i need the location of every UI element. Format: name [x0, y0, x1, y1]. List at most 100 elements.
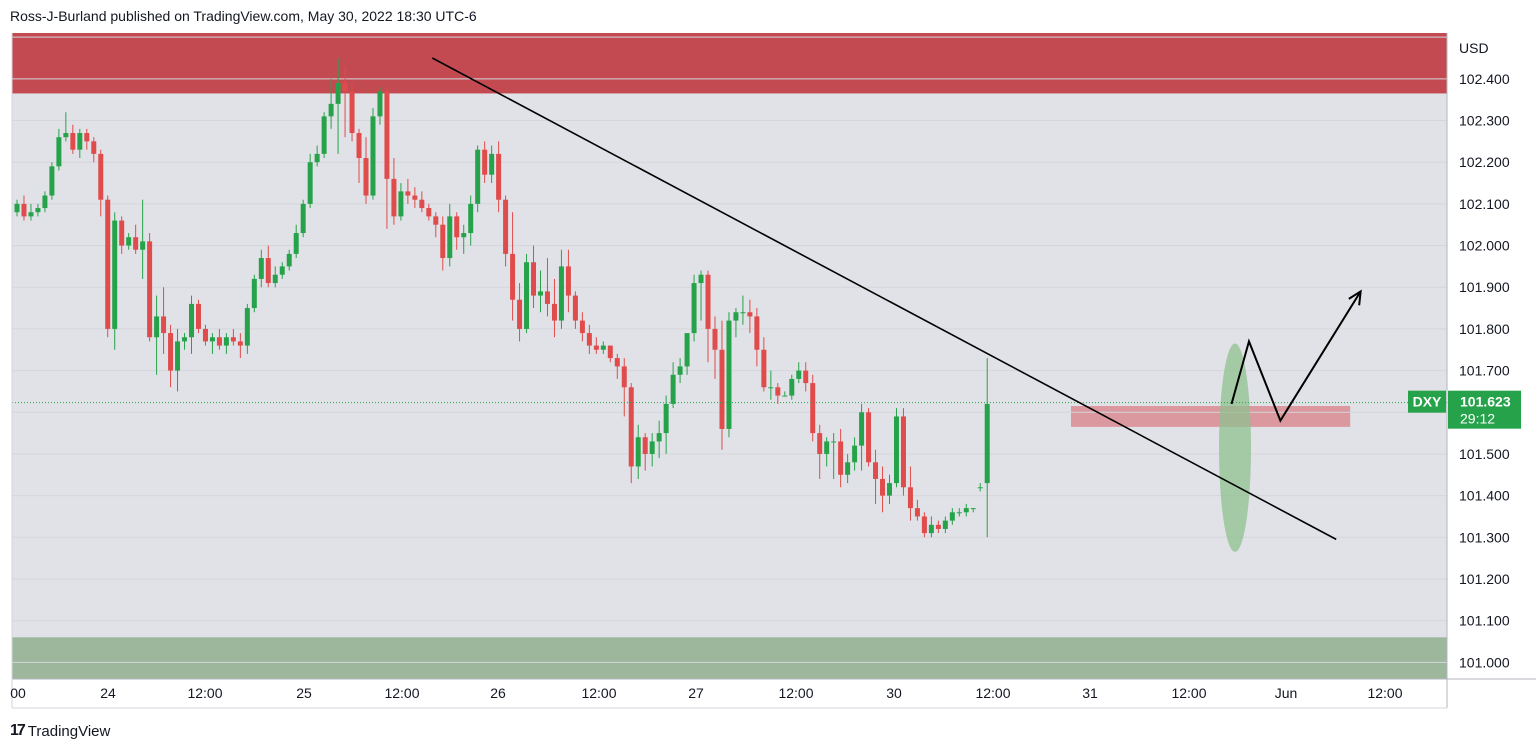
- candle-body: [454, 216, 460, 238]
- candle-body: [91, 141, 97, 154]
- candle-body: [900, 416, 906, 488]
- candle-body: [56, 137, 62, 167]
- candles: [14, 58, 990, 538]
- candle-body: [893, 416, 899, 484]
- support-zone: [12, 637, 1447, 679]
- candle-body: [949, 512, 955, 521]
- candle-body: [140, 241, 146, 250]
- time-tick-label: 12:00: [384, 685, 419, 701]
- candle-body: [63, 133, 69, 138]
- candle-body: [705, 274, 711, 329]
- price-tick-label: 101.200: [1459, 571, 1510, 587]
- candle-body: [942, 520, 948, 529]
- candle-body: [35, 208, 41, 213]
- candle-body: [21, 203, 27, 217]
- candle-body: [84, 133, 90, 142]
- candle-body: [468, 203, 474, 234]
- trendline: [431, 57, 1337, 541]
- price-tick-label: 101.000: [1459, 654, 1510, 670]
- candle-body: [503, 199, 509, 254]
- candle-body: [182, 337, 188, 342]
- candle-body: [272, 274, 278, 284]
- candle-body: [635, 437, 641, 467]
- candle-body: [796, 370, 802, 379]
- candle-body: [154, 316, 160, 338]
- candle-body: [244, 308, 250, 346]
- candle-body: [175, 341, 181, 371]
- time-tick-label: 12:00: [1171, 685, 1206, 701]
- candle-body: [517, 299, 523, 329]
- price-tick-label: 101.300: [1459, 529, 1510, 545]
- candle-body: [356, 133, 362, 159]
- tradingview-footer[interactable]: 17 TradingView: [10, 722, 110, 740]
- candle-body: [852, 445, 858, 463]
- candle-body: [712, 328, 718, 350]
- candle-body: [593, 345, 599, 350]
- candle-body: [663, 403, 669, 434]
- candle-body: [586, 333, 592, 346]
- candle-body: [740, 312, 746, 314]
- candle-body: [970, 508, 976, 510]
- candle-body: [824, 441, 830, 454]
- time-tick-label: 12:00: [975, 685, 1010, 701]
- price-tick-label: 101.100: [1459, 613, 1510, 629]
- candle-body: [935, 524, 941, 529]
- time-tick-label: Jun: [1275, 685, 1298, 701]
- candle-body: [335, 83, 341, 104]
- tradingview-logo-icon: 17: [10, 722, 26, 739]
- price-tick-label: 101.500: [1459, 446, 1510, 462]
- candle-body: [147, 241, 153, 338]
- candle-body: [440, 224, 446, 259]
- time-tick-label: 24: [100, 685, 116, 701]
- candle-body: [726, 320, 732, 429]
- candle-body: [475, 149, 481, 204]
- candle-body: [747, 312, 753, 317]
- candle-body: [42, 195, 48, 209]
- axes: USD 101.000 101.100 101.200 101.300 101.400 10…: [10, 33, 1536, 709]
- candle-body: [119, 220, 125, 246]
- candle-body: [14, 203, 20, 213]
- candle-body: [112, 220, 118, 329]
- candle-body: [189, 303, 194, 338]
- candle-body: [838, 441, 844, 475]
- candle-body: [349, 91, 355, 134]
- candle-body: [202, 328, 208, 342]
- candle-body: [342, 83, 348, 92]
- price-tick-label: 101.700: [1459, 363, 1510, 379]
- gridlines: [12, 36, 1447, 663]
- time-tick-label: 12:00: [1367, 685, 1402, 701]
- candle-body: [105, 199, 111, 329]
- countdown-label: 29:12: [1460, 411, 1495, 427]
- candle-body: [377, 91, 383, 117]
- symbol-tag-label: DXY: [1413, 394, 1442, 410]
- candle-body: [789, 378, 795, 396]
- candle-body: [510, 253, 516, 300]
- time-tick-label: 00: [10, 685, 26, 701]
- candle-body: [70, 133, 76, 150]
- price-tick-label: 102.200: [1459, 154, 1510, 170]
- candle-body: [810, 383, 816, 434]
- candle-body: [524, 262, 530, 329]
- price-tick-label: 102.000: [1459, 238, 1510, 254]
- candle-body: [489, 153, 495, 175]
- candle-body: [433, 216, 439, 225]
- candle-body: [28, 212, 34, 217]
- price-tick-label: 102.300: [1459, 113, 1510, 129]
- candle-body: [405, 191, 411, 196]
- highlight-ellipse-shape: [1219, 343, 1252, 552]
- candle-body: [168, 333, 174, 371]
- candle-body: [412, 195, 418, 200]
- last-price-tag-box: [1448, 390, 1521, 429]
- candle-body: [551, 303, 557, 321]
- candle-body: [300, 203, 306, 234]
- candle-body: [426, 208, 432, 217]
- candle-body: [237, 341, 243, 346]
- candle-body: [845, 462, 851, 475]
- candle-body: [565, 266, 571, 296]
- candle-body: [677, 366, 683, 375]
- price-axis-unit: USD: [1459, 40, 1489, 56]
- candle-body: [775, 387, 781, 396]
- price-tick-label: 101.900: [1459, 279, 1510, 295]
- candle-body: [209, 337, 215, 342]
